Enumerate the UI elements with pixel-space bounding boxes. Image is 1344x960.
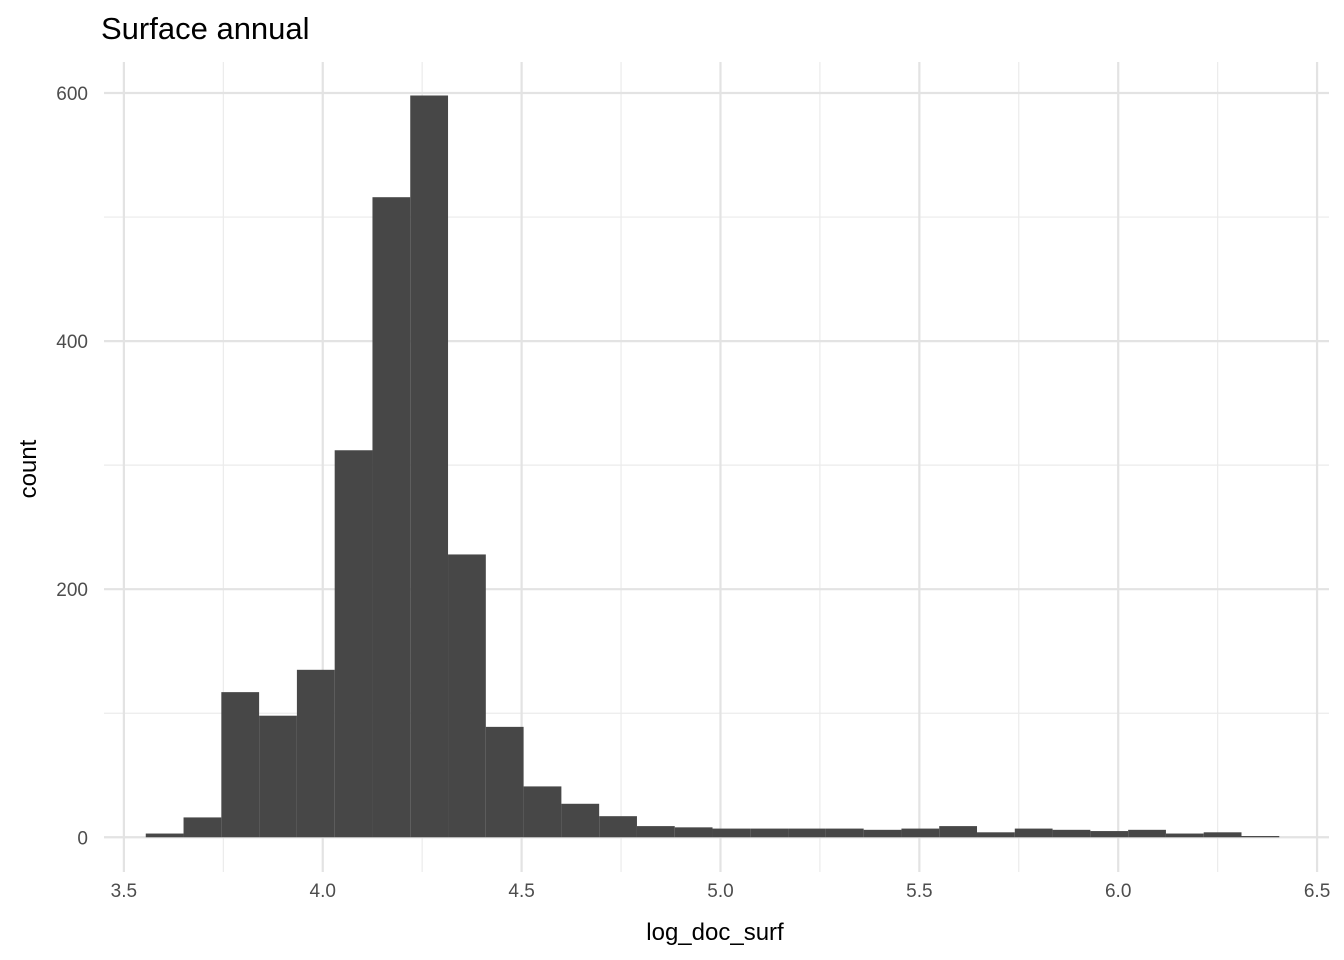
x-axis-tick-labels: 3.5 4.0 4.5 5.0 5.5 6.0 6.5 xyxy=(111,881,1331,902)
histogram-bar xyxy=(1165,833,1204,838)
histogram-bar xyxy=(788,828,826,838)
histogram-bar xyxy=(901,828,940,838)
histogram-bar xyxy=(221,692,260,838)
x-tick-label: 5.5 xyxy=(906,881,932,902)
y-tick-label: 200 xyxy=(56,580,88,601)
histogram-bar xyxy=(636,826,675,838)
histogram-bar xyxy=(939,826,978,838)
x-tick-label: 3.5 xyxy=(111,881,137,902)
histogram-bar xyxy=(145,833,184,838)
y-tick-label: 0 xyxy=(77,828,88,849)
x-axis-title: log_doc_surf xyxy=(646,919,784,946)
x-tick-label: 6.5 xyxy=(1304,881,1330,902)
histogram-bar xyxy=(334,450,373,838)
y-tick-label: 600 xyxy=(56,84,88,105)
histogram-bar xyxy=(1203,832,1242,838)
histogram-bar xyxy=(863,829,902,838)
histogram-bar xyxy=(410,95,449,838)
y-axis-tick-labels: 0 200 400 600 xyxy=(56,84,88,849)
histogram-bar xyxy=(1090,831,1129,838)
histogram-bars xyxy=(145,95,1280,838)
histogram-bar xyxy=(712,828,751,838)
histogram-bar xyxy=(296,669,335,838)
x-tick-label: 5.0 xyxy=(707,881,733,902)
histogram-bar xyxy=(183,817,222,838)
histogram-bar xyxy=(259,715,297,838)
histogram-bar xyxy=(825,828,864,838)
x-tick-label: 4.5 xyxy=(508,881,534,902)
histogram-bar xyxy=(561,803,600,838)
histogram-bar xyxy=(1052,829,1091,838)
histogram-bar xyxy=(674,827,713,838)
histogram-bar xyxy=(599,816,637,838)
histogram-bar xyxy=(1014,828,1053,838)
histogram-bar xyxy=(448,554,486,838)
x-tick-label: 6.0 xyxy=(1105,881,1131,902)
y-tick-label: 400 xyxy=(56,332,88,353)
histogram-bar xyxy=(372,197,411,838)
chart-title: Surface annual xyxy=(101,11,310,46)
histogram-bar xyxy=(750,828,789,838)
histogram-bar xyxy=(977,832,1015,838)
y-axis-title: count xyxy=(15,439,42,498)
x-tick-label: 4.0 xyxy=(310,881,336,902)
histogram-bar xyxy=(1128,829,1166,838)
histogram-bar xyxy=(1241,836,1280,838)
histogram-bar xyxy=(485,726,524,838)
histogram-bar xyxy=(523,786,562,838)
